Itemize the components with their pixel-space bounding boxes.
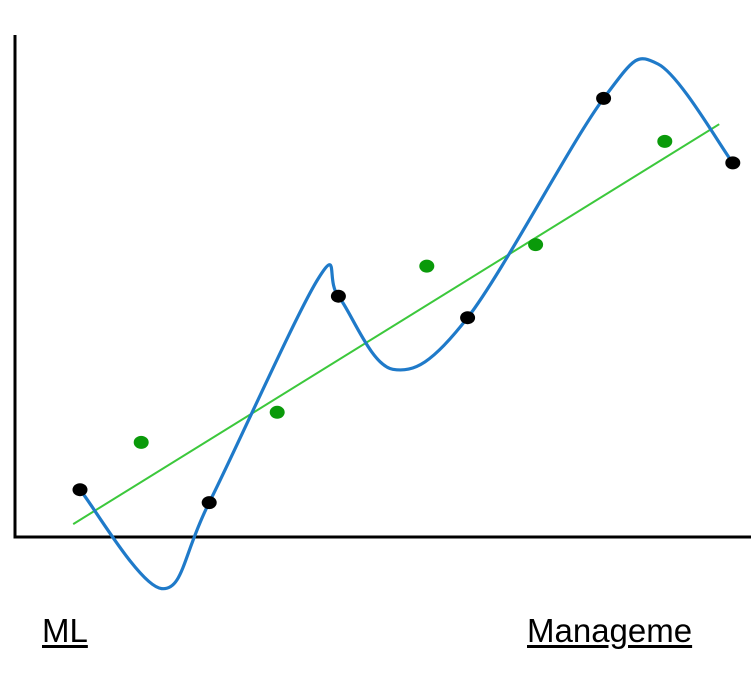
- green-point-2: [269, 405, 285, 419]
- black-point-5: [596, 91, 612, 105]
- green-point-5: [657, 134, 673, 148]
- black-point-1: [72, 483, 88, 497]
- black-point-2: [201, 496, 217, 510]
- black-point-3: [330, 289, 346, 303]
- black-point-6: [725, 156, 741, 170]
- label-management: Manageme: [527, 612, 693, 649]
- overfit-curve: [78, 57, 735, 591]
- green-point-1: [133, 435, 149, 449]
- green-point-4: [528, 238, 544, 252]
- label-ml: ML: [42, 612, 88, 649]
- green-point-3: [419, 259, 435, 273]
- black-point-4: [460, 311, 476, 325]
- plot-layer: [72, 57, 741, 591]
- fit-line: [72, 123, 720, 525]
- axes: [13, 35, 751, 539]
